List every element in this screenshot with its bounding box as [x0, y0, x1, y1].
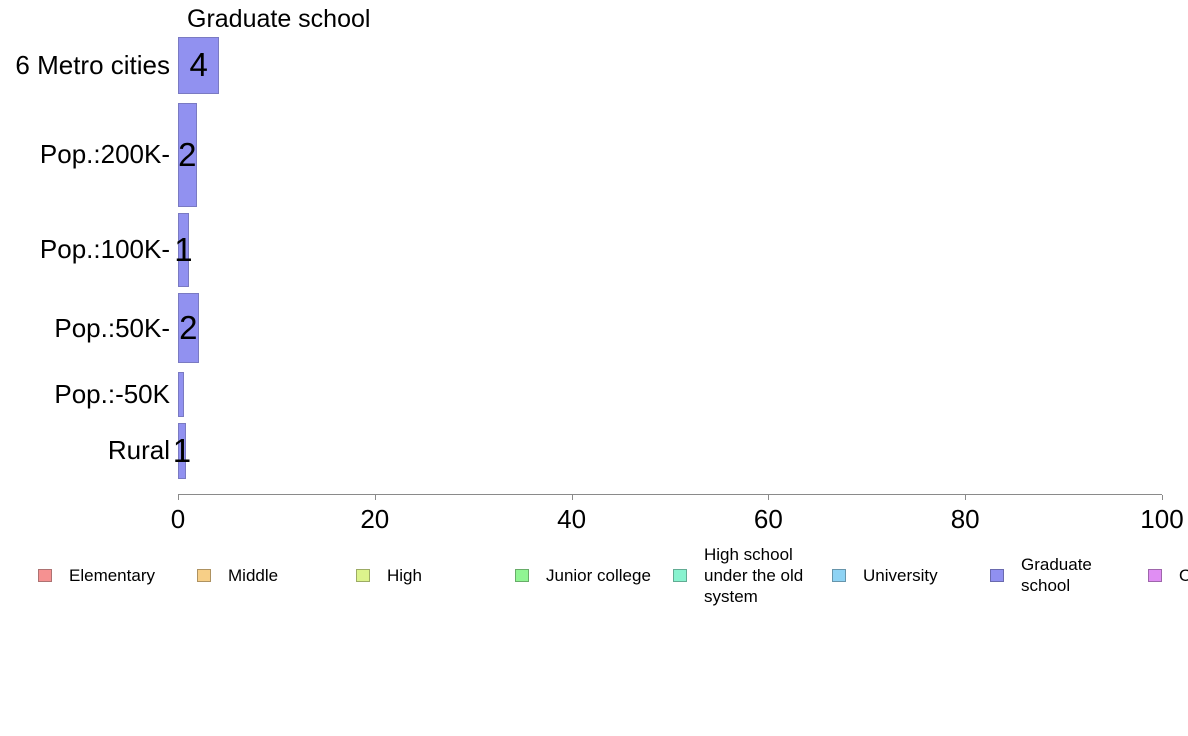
legend-item: Graduate school	[990, 535, 1106, 615]
bar-2	[178, 103, 197, 207]
x-tick-label: 20	[360, 504, 390, 534]
legend-label: High school under the old system	[704, 544, 804, 606]
legend-label: Middle	[228, 565, 279, 585]
y-axis-label: 6 Metro cities	[15, 49, 170, 80]
x-tick-mark	[1162, 495, 1163, 500]
legend-label: University	[863, 565, 938, 585]
legend-item: High	[356, 535, 422, 615]
x-tick-mark	[768, 495, 770, 500]
bar-value-label: 1	[172, 431, 192, 469]
legend-swatch	[38, 568, 52, 582]
x-tick-mark	[571, 495, 573, 500]
legend-swatch	[832, 568, 846, 582]
y-axis-label: Pop.:50K-	[54, 312, 170, 343]
bar-value-label: 4	[189, 46, 208, 83]
chart-title: Graduate school	[187, 5, 371, 33]
x-tick-mark	[965, 495, 967, 500]
legend-swatch	[990, 568, 1004, 582]
bar-5	[178, 371, 184, 417]
y-axis-label: Rural	[107, 435, 170, 466]
legend-item: High school under the old system	[673, 535, 804, 615]
x-tick-mark	[374, 495, 376, 500]
x-tick-mark	[178, 495, 179, 500]
y-axis-label: Pop.:-50K	[54, 378, 170, 409]
bar-value-label: 2	[178, 135, 197, 173]
bar-1	[178, 36, 220, 94]
x-tick-label: 80	[950, 504, 980, 534]
legend-label: Graduate school	[1021, 555, 1092, 595]
legend-label: Elementary	[69, 565, 155, 585]
legend-swatch	[673, 568, 687, 582]
legend-item: Other	[1148, 535, 1188, 615]
x-tick-label: 100	[1140, 504, 1184, 534]
legend-label: High	[387, 565, 422, 585]
bar-3	[178, 213, 189, 287]
legend-item: Middle	[197, 535, 278, 615]
bar-value-label: 2	[179, 309, 198, 346]
legend-swatch	[515, 568, 529, 582]
legend-label: Junior college	[546, 565, 651, 585]
legend-swatch	[197, 568, 211, 582]
bar-value-label: 1	[174, 230, 193, 268]
x-axis-line	[178, 494, 1162, 495]
y-axis-label: Pop.:200K-	[39, 139, 170, 170]
bar-4	[178, 293, 199, 363]
legend-swatch	[1148, 568, 1162, 582]
x-tick-label: 60	[753, 504, 783, 534]
legend-label: Other	[1179, 565, 1188, 585]
bar-6	[178, 423, 186, 479]
x-tick-label: 0	[170, 504, 186, 534]
legend-item: Junior college	[515, 535, 651, 615]
legend-swatch	[356, 568, 370, 582]
legend-item: Elementary	[38, 535, 155, 615]
legend-item: University	[832, 535, 938, 615]
x-tick-label: 40	[557, 504, 587, 534]
y-axis-label: Pop.:100K-	[39, 234, 170, 265]
